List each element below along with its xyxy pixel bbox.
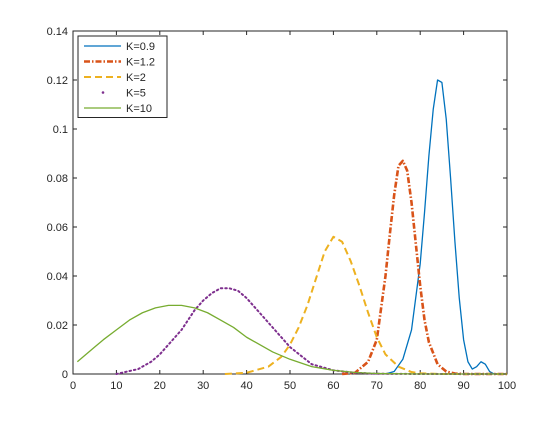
x-tick-label: 100 — [498, 380, 516, 392]
legend-label-k-2: K=2 — [126, 72, 146, 84]
x-tick-label: 40 — [240, 380, 252, 392]
y-tick-label: 0.06 — [47, 222, 68, 234]
x-tick-label: 20 — [154, 380, 166, 392]
y-tick-label: 0.1 — [53, 124, 68, 136]
legend-label-k-10: K=10 — [126, 103, 152, 115]
legend-marker-k-5 — [101, 91, 105, 94]
x-tick-label: 60 — [327, 380, 339, 392]
x-tick-label: 30 — [197, 380, 209, 392]
y-tick-label: 0.12 — [47, 75, 68, 87]
legend-label-k-5: K=5 — [126, 88, 146, 100]
legend: K=0.9 K=1.2 K=2 K=5 K=10 — [77, 35, 168, 118]
series-line-k-1-2 — [341, 159, 507, 376]
legend-box — [77, 35, 168, 118]
x-tick-label: 10 — [110, 380, 122, 392]
series-line-k-2 — [224, 235, 507, 375]
series-line-k-0-9 — [385, 79, 507, 375]
series-line-k-10 — [76, 304, 507, 375]
series-group — [76, 79, 508, 376]
y-tick-label: 0.02 — [47, 320, 68, 332]
y-tick-label: 0 — [62, 369, 68, 381]
legend-label-k-1-2: K=1.2 — [126, 57, 155, 69]
y-tick-label: 0.08 — [47, 173, 68, 185]
x-tick-label: 80 — [414, 380, 426, 392]
y-tick-label: 0.04 — [47, 271, 68, 283]
legend-label-k-0-9: K=0.9 — [126, 41, 155, 53]
series-line-k-5 — [115, 287, 508, 375]
x-tick-label: 90 — [457, 380, 469, 392]
x-tick-label: 70 — [371, 380, 383, 392]
x-tick-label: 0 — [70, 380, 76, 392]
x-tick-label: 50 — [284, 380, 296, 392]
y-tick-label: 0.14 — [47, 26, 68, 38]
